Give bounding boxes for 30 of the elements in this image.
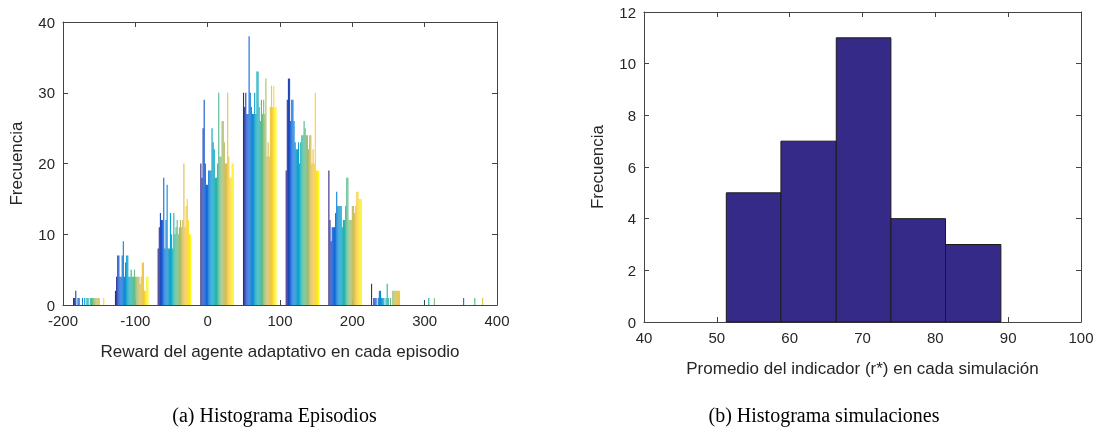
y-tick-label: 20 [38,155,55,172]
y-tick-label: 40 [38,13,55,31]
x-tick-label: 0 [203,312,212,329]
y-axis-title: Frecuencia [588,124,607,210]
y-tick-label: 10 [38,225,55,243]
x-tick-label: 60 [781,329,799,346]
y-tick-label: 10 [619,55,636,73]
text: (a) Histograma Episodios [172,404,377,427]
y-tick-label: 0 [46,296,55,314]
y-tick-label: 4 [627,210,636,228]
x-axis-title: Promedio del indicador (r*) en cada simulación [686,359,1039,378]
x-tick-label: -100 [120,312,151,329]
y-tick-label: 6 [627,158,636,176]
x-tick-label: 100 [267,312,293,329]
y-tick-label: 12 [619,3,636,21]
x-tick-label: -200 [47,312,79,329]
x-axis-title: Reward del agente adaptativo en cada episodio [100,342,460,361]
text: (b) Histograma simulaciones [708,404,940,427]
y-tick-label: 2 [627,261,636,279]
y-axis-title: Frecuencia [7,120,26,206]
x-tick-label: 50 [708,329,726,346]
x-tick-label: 400 [484,312,510,329]
y-tick-label: 8 [627,106,636,124]
x-tick-label: 100 [1068,329,1094,346]
x-tick-label: 300 [412,312,438,329]
x-tick-label: 70 [854,329,871,346]
x-tick-label: 80 [926,329,944,346]
x-tick-label: 200 [339,312,365,329]
x-tick-label: 90 [999,329,1017,346]
y-tick-label: 30 [38,84,55,102]
